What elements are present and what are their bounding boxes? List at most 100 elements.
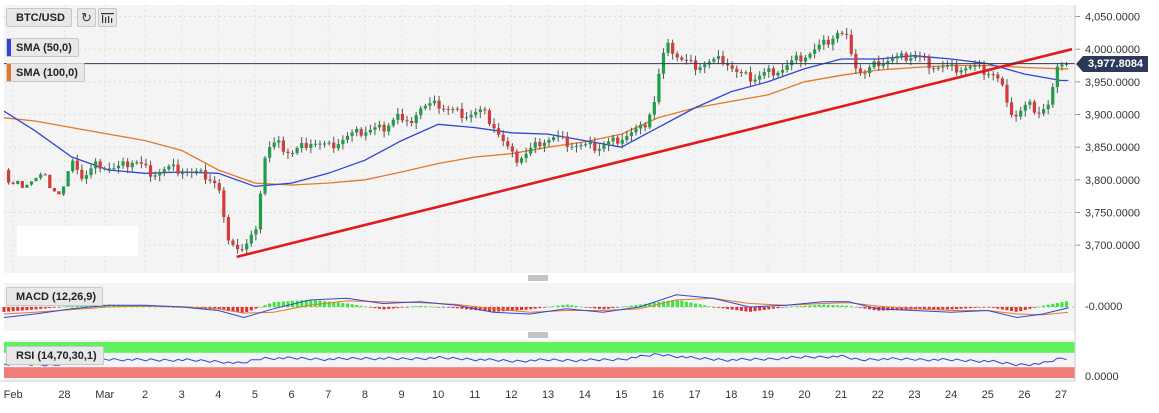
candle-body bbox=[492, 124, 496, 129]
time-tick-label: 20 bbox=[798, 389, 810, 401]
candle-body bbox=[1000, 78, 1004, 85]
candle-body bbox=[176, 164, 180, 174]
candle-body bbox=[593, 142, 597, 151]
candle-body bbox=[460, 108, 464, 118]
macd-histogram-bar bbox=[808, 305, 812, 307]
macd-histogram-bar bbox=[996, 307, 1000, 309]
candle-body bbox=[20, 181, 24, 188]
candle-body bbox=[922, 56, 927, 58]
price-tick-label: 4,050.0000 bbox=[1085, 12, 1140, 24]
candle-body bbox=[794, 55, 798, 61]
divider-grip-icon[interactable] bbox=[528, 275, 548, 281]
macd-histogram-bar bbox=[973, 307, 977, 308]
candle-body bbox=[1005, 84, 1009, 103]
macd-histogram-bar bbox=[414, 306, 418, 307]
candle-body bbox=[300, 142, 304, 149]
candle-body bbox=[680, 57, 684, 60]
candle-body bbox=[785, 65, 789, 70]
macd-histogram-bar bbox=[410, 306, 414, 308]
sma50-legend[interactable]: SMA (50,0) bbox=[6, 38, 79, 57]
candle-body bbox=[144, 163, 148, 166]
candle-body bbox=[6, 170, 11, 183]
macd-histogram-bar bbox=[304, 299, 308, 307]
candle-body bbox=[579, 145, 583, 147]
macd-histogram-bar bbox=[71, 305, 75, 307]
time-tick-label: 24 bbox=[945, 389, 957, 401]
macd-histogram-bar bbox=[579, 306, 583, 308]
macd-histogram-bar bbox=[345, 303, 349, 307]
macd-histogram-bar bbox=[121, 305, 125, 307]
macd-histogram-bar bbox=[506, 307, 510, 311]
sma100-line bbox=[3, 64, 1069, 186]
trendline[interactable] bbox=[236, 47, 1073, 259]
candle-body bbox=[208, 179, 212, 181]
candle-body bbox=[446, 108, 450, 110]
candle-body bbox=[322, 143, 327, 145]
refresh-button[interactable]: ↻ bbox=[77, 8, 96, 27]
candle-body bbox=[712, 58, 716, 62]
macd-histogram-bar bbox=[776, 307, 780, 309]
candle-body bbox=[1042, 109, 1046, 114]
macd-histogram-bar bbox=[863, 307, 867, 309]
macd-line bbox=[3, 294, 1069, 319]
candle-body bbox=[556, 136, 560, 138]
sma50-color-mark bbox=[7, 39, 11, 56]
macd-histogram-bar bbox=[758, 307, 762, 311]
candle-body bbox=[245, 243, 249, 250]
price-tick-label: 3,900.0000 bbox=[1085, 110, 1140, 122]
macd-histogram-bar bbox=[730, 307, 734, 310]
candle-body bbox=[130, 162, 134, 168]
candle-body bbox=[478, 109, 482, 113]
macd-histogram-bar bbox=[487, 307, 491, 312]
candle-body bbox=[158, 172, 162, 176]
macd-histogram-bar bbox=[561, 305, 565, 307]
candle-body bbox=[185, 172, 189, 174]
candle-body bbox=[643, 124, 647, 128]
macd-histogram-bar bbox=[286, 301, 290, 307]
macd-histogram-bar bbox=[483, 307, 487, 312]
candle-body bbox=[359, 129, 363, 136]
time-tick-label: 15 bbox=[615, 389, 627, 401]
rsi-legend[interactable]: RSI (14,70,30,1) bbox=[6, 346, 104, 365]
macd-histogram-bar bbox=[400, 307, 404, 308]
candle-body bbox=[913, 56, 917, 59]
candle-body bbox=[364, 132, 368, 136]
candle-body bbox=[281, 140, 285, 152]
sma100-legend[interactable]: SMA (100,0) bbox=[6, 63, 85, 82]
symbol-label[interactable]: BTC/USD bbox=[6, 8, 72, 27]
macd-histogram-bar bbox=[602, 307, 606, 310]
macd-histogram-bar bbox=[75, 305, 79, 307]
macd-histogram-bar bbox=[886, 307, 890, 311]
candle-body bbox=[469, 114, 473, 118]
macd-histogram-bar bbox=[341, 302, 345, 307]
macd-histogram-bar bbox=[11, 307, 15, 312]
macd-legend[interactable]: MACD (12,26,9) bbox=[6, 287, 104, 306]
macd-histogram-bar bbox=[712, 307, 716, 308]
macd-histogram-bar bbox=[39, 307, 43, 309]
candle-body bbox=[350, 132, 354, 136]
macd-histogram-bar bbox=[1042, 305, 1046, 307]
time-tick-label: 9 bbox=[398, 389, 404, 401]
macd-histogram-bar bbox=[364, 306, 368, 308]
refresh-icon: ↻ bbox=[81, 10, 92, 25]
indicator-settings-button[interactable] bbox=[98, 8, 117, 27]
macd-histogram-bar bbox=[258, 306, 262, 308]
candle-body bbox=[162, 169, 166, 173]
candle-body bbox=[927, 57, 931, 69]
candle-body bbox=[666, 42, 670, 53]
macd-histogram-bar bbox=[1046, 304, 1050, 307]
macd-histogram-bar bbox=[300, 300, 304, 307]
candle-body bbox=[538, 142, 542, 147]
candle-body bbox=[341, 139, 345, 145]
candle-body bbox=[849, 34, 853, 54]
candle-body bbox=[451, 109, 455, 111]
candle-body bbox=[744, 72, 748, 74]
macd-histogram-bar bbox=[313, 300, 317, 307]
macd-histogram-bar bbox=[62, 306, 66, 308]
macd-histogram-bar bbox=[785, 306, 789, 308]
divider-grip-icon[interactable] bbox=[528, 332, 548, 338]
candle-body bbox=[758, 75, 762, 80]
macd-histogram-bar bbox=[762, 307, 766, 310]
candle-body bbox=[973, 65, 977, 67]
price-axis-labels: 4,050.0000 4,000.0000 3,950.0000 3,900.0000… bbox=[1075, 12, 1140, 252]
